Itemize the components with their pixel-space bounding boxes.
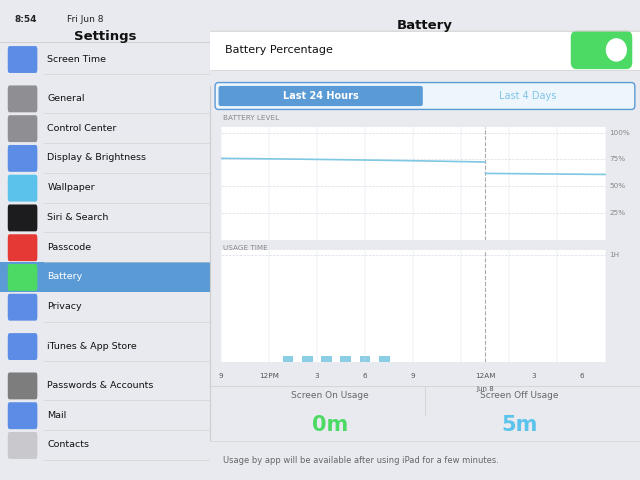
Text: Privacy: Privacy — [47, 302, 82, 311]
FancyBboxPatch shape — [218, 86, 423, 106]
Bar — [321, 357, 332, 362]
FancyBboxPatch shape — [8, 294, 37, 321]
FancyBboxPatch shape — [210, 30, 640, 70]
FancyBboxPatch shape — [8, 372, 37, 399]
Text: Mail: Mail — [47, 411, 67, 420]
Text: Last 4 Days: Last 4 Days — [499, 91, 557, 101]
Text: General: General — [47, 94, 84, 103]
FancyBboxPatch shape — [8, 145, 37, 172]
Text: Settings: Settings — [74, 30, 136, 43]
Text: Contacts: Contacts — [47, 441, 89, 449]
Text: Battery: Battery — [47, 273, 83, 281]
Text: 75%: 75% — [609, 156, 625, 162]
FancyBboxPatch shape — [8, 333, 37, 360]
Text: Siri & Search: Siri & Search — [47, 213, 109, 222]
Text: 0m: 0m — [312, 415, 348, 435]
Text: Jun 8: Jun 8 — [476, 386, 494, 392]
Text: Screen Time: Screen Time — [47, 55, 106, 63]
FancyBboxPatch shape — [8, 264, 37, 291]
Text: iTunes & App Store: iTunes & App Store — [47, 342, 137, 350]
Bar — [379, 357, 390, 362]
Text: 6: 6 — [579, 373, 584, 379]
FancyBboxPatch shape — [215, 83, 635, 109]
FancyBboxPatch shape — [8, 115, 37, 142]
Circle shape — [607, 39, 626, 61]
FancyBboxPatch shape — [8, 85, 37, 112]
FancyBboxPatch shape — [8, 204, 37, 231]
FancyBboxPatch shape — [8, 432, 37, 459]
Bar — [302, 357, 312, 362]
Text: 100%: 100% — [609, 130, 630, 135]
FancyBboxPatch shape — [0, 262, 210, 292]
FancyBboxPatch shape — [210, 0, 640, 31]
Text: Wallpaper: Wallpaper — [47, 183, 95, 192]
Text: USAGE TIME: USAGE TIME — [223, 245, 268, 251]
Bar — [283, 357, 293, 362]
Text: Usage by app will be available after using iPad for a few minutes.: Usage by app will be available after usi… — [223, 456, 499, 465]
Text: 12PM: 12PM — [259, 373, 279, 379]
Text: Battery Percentage: Battery Percentage — [225, 45, 333, 55]
FancyBboxPatch shape — [210, 70, 640, 86]
Text: Display & Brightness: Display & Brightness — [47, 154, 146, 162]
Text: 8:54: 8:54 — [15, 15, 37, 24]
FancyBboxPatch shape — [0, 322, 210, 331]
Text: Last 24 Hours: Last 24 Hours — [283, 91, 359, 101]
Text: 3: 3 — [315, 373, 319, 379]
Text: Screen Off Usage: Screen Off Usage — [481, 391, 559, 400]
Text: 9: 9 — [218, 373, 223, 379]
FancyBboxPatch shape — [8, 46, 37, 73]
FancyBboxPatch shape — [571, 31, 632, 69]
Text: 9: 9 — [411, 373, 415, 379]
Text: 6: 6 — [363, 373, 367, 379]
Text: Battery: Battery — [397, 19, 453, 32]
FancyBboxPatch shape — [8, 234, 37, 261]
FancyBboxPatch shape — [210, 441, 640, 480]
Bar — [360, 357, 371, 362]
Text: 5m: 5m — [501, 415, 538, 435]
Text: 1H: 1H — [609, 252, 620, 258]
Text: Passwords & Accounts: Passwords & Accounts — [47, 381, 154, 390]
FancyBboxPatch shape — [0, 74, 210, 84]
Text: 3: 3 — [531, 373, 536, 379]
Text: Fri Jun 8: Fri Jun 8 — [67, 15, 104, 24]
Bar — [340, 357, 351, 362]
FancyBboxPatch shape — [0, 361, 210, 371]
Text: Screen On Usage: Screen On Usage — [291, 391, 369, 400]
Text: BATTERY LEVEL: BATTERY LEVEL — [223, 115, 279, 121]
FancyBboxPatch shape — [8, 175, 37, 202]
Text: 12AM: 12AM — [475, 373, 495, 379]
Text: 50%: 50% — [609, 183, 625, 189]
FancyBboxPatch shape — [8, 402, 37, 429]
Text: Control Center: Control Center — [47, 124, 116, 132]
Text: Passcode: Passcode — [47, 243, 92, 252]
Text: 25%: 25% — [609, 210, 625, 216]
